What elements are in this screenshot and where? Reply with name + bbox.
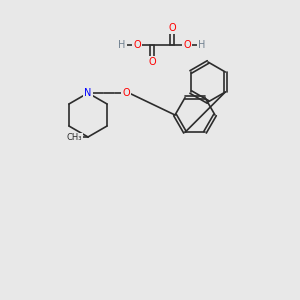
Text: O: O xyxy=(133,40,141,50)
Text: O: O xyxy=(122,88,130,98)
Text: H: H xyxy=(118,40,126,50)
Text: O: O xyxy=(168,23,176,33)
Text: H: H xyxy=(198,40,206,50)
Text: O: O xyxy=(183,40,191,50)
Text: N: N xyxy=(84,88,92,98)
Text: O: O xyxy=(148,57,156,67)
Text: CH₃: CH₃ xyxy=(66,134,82,142)
